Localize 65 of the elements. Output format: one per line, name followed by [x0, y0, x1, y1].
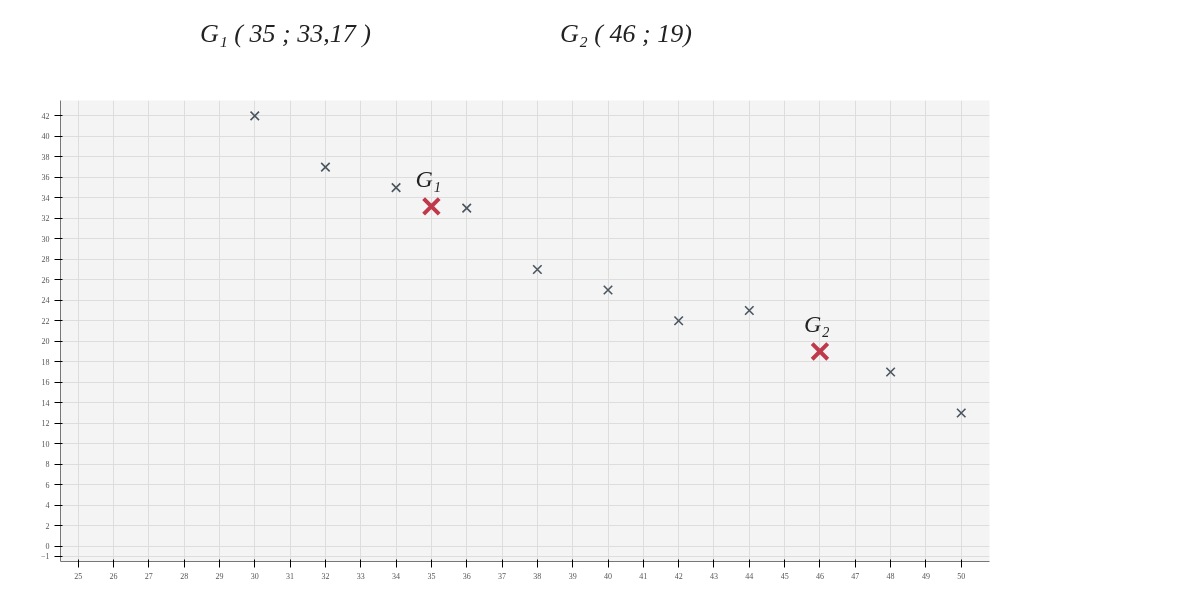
y-tick-label: 18	[41, 357, 50, 367]
y-tick-label: 42	[41, 111, 50, 121]
x-tick-label: 49	[921, 571, 930, 581]
y-tick-label: 2	[45, 521, 50, 531]
y-tick-label: −1	[40, 552, 50, 562]
x-tick-label: 42	[674, 571, 683, 581]
x-tick-label: 46	[815, 571, 824, 581]
y-tick-label: 22	[41, 316, 50, 326]
y-tick-label: 38	[41, 152, 50, 162]
x-tick-label: 34	[392, 571, 401, 581]
y-tick-label: 36	[41, 173, 50, 183]
point	[744, 305, 755, 316]
x-tick-label: 28	[180, 571, 189, 581]
y-tick-label: 28	[41, 255, 50, 265]
x-tick-label: 36	[462, 571, 471, 581]
y-tick-label: 34	[41, 193, 50, 203]
y-tick-label: 16	[41, 378, 50, 388]
x-tick-label: 25	[74, 571, 83, 581]
x-tick-label: 30	[250, 571, 259, 581]
point	[249, 110, 260, 121]
x-tick-label: 31	[286, 571, 295, 581]
x-tick-label: 38	[533, 571, 542, 581]
text: G₂ ( 46 ; 19)	[560, 18, 693, 50]
text: G₁ ( 35 ; 33,17 )	[200, 18, 372, 50]
y-tick-label: 0	[45, 542, 50, 552]
x-tick-label: 32	[321, 571, 330, 581]
y-tick-label: 8	[45, 460, 50, 470]
y-tick-label: 6	[45, 480, 50, 490]
point	[885, 366, 896, 378]
point	[673, 315, 684, 326]
y-tick-label: 26	[41, 275, 50, 285]
x-tick-label: 43	[709, 571, 718, 581]
x-tick-label: 29	[215, 571, 224, 581]
point	[461, 203, 472, 214]
x-tick-label: 50	[957, 571, 966, 581]
x-tick-label: 47	[851, 571, 860, 581]
y-tick-label: 30	[41, 234, 50, 244]
x-tick-label: 45	[780, 571, 789, 581]
x-tick-label: 37	[498, 571, 507, 581]
point	[421, 196, 442, 217]
x-tick-label: 26	[109, 571, 118, 581]
y-tick-label: 10	[41, 439, 50, 449]
annotation: G₂	[803, 311, 830, 338]
x-tick-label: 40	[604, 571, 613, 581]
x-tick-label: 48	[886, 571, 895, 581]
x-tick-label: 27	[144, 571, 153, 581]
y-tick-label: 12	[41, 419, 50, 429]
point	[810, 341, 830, 362]
x-tick-label: 41	[639, 571, 648, 581]
x-tick-label: 44	[745, 571, 754, 581]
y-tick-label: 20	[41, 337, 50, 347]
x-tick-label: 33	[356, 571, 365, 581]
point	[532, 264, 543, 275]
y-tick-label: 32	[41, 214, 50, 224]
annotation: G₁	[415, 166, 442, 193]
y-tick-label: 4	[45, 501, 50, 511]
y-tick-label: 24	[41, 296, 50, 306]
y-tick-label: 40	[41, 132, 50, 142]
x-tick-label: 39	[568, 571, 577, 581]
point	[391, 182, 402, 193]
point	[602, 284, 614, 296]
x-tick-label: 35	[427, 571, 436, 581]
point	[320, 162, 331, 173]
point	[956, 407, 967, 418]
y-tick-label: 14	[41, 398, 50, 408]
